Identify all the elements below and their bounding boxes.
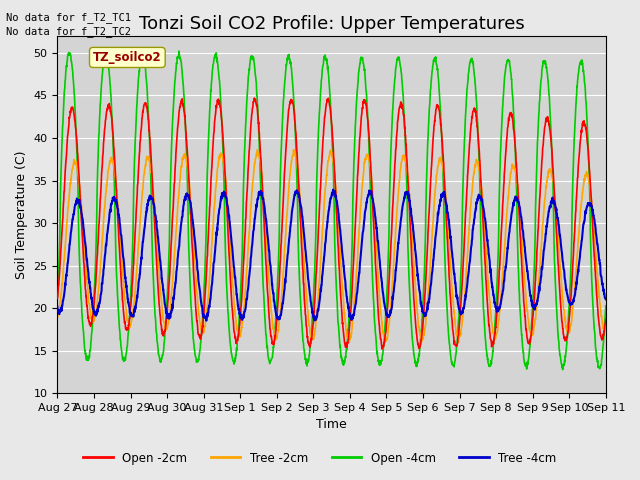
X-axis label: Time: Time (316, 419, 347, 432)
Y-axis label: Soil Temperature (C): Soil Temperature (C) (15, 150, 28, 279)
Legend: Open -2cm, Tree -2cm, Open -4cm, Tree -4cm: Open -2cm, Tree -2cm, Open -4cm, Tree -4… (79, 447, 561, 469)
Text: No data for f_T2_TC2: No data for f_T2_TC2 (6, 26, 131, 37)
Title: Tonzi Soil CO2 Profile: Upper Temperatures: Tonzi Soil CO2 Profile: Upper Temperatur… (139, 15, 524, 33)
Text: No data for f_T2_TC1: No data for f_T2_TC1 (6, 12, 131, 23)
Text: TZ_soilco2: TZ_soilco2 (93, 51, 162, 64)
